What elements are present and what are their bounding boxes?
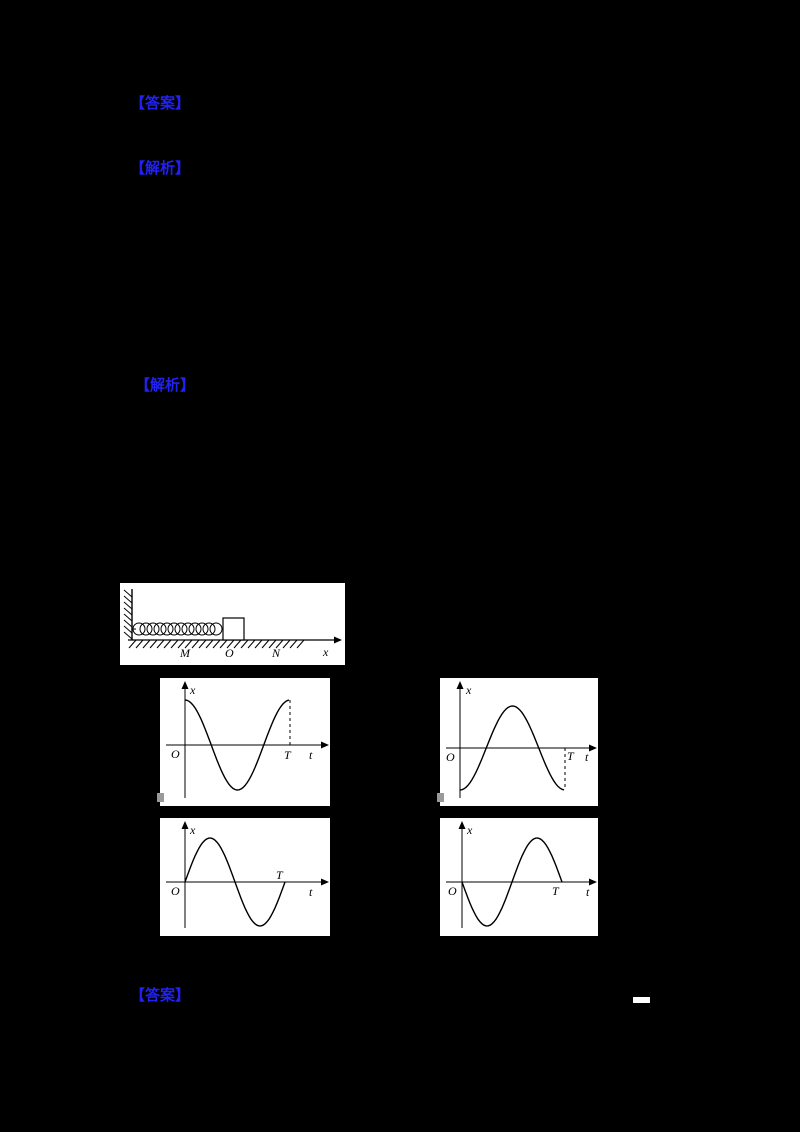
white-dash-mark <box>633 997 650 1003</box>
scan-artifact-dot <box>157 793 164 802</box>
svg-text:t: t <box>586 885 590 899</box>
displacement-time-graph-sin: x O Tt <box>166 821 329 928</box>
svg-text:x: x <box>189 823 196 837</box>
svg-text:x: x <box>465 683 472 697</box>
svg-text:x: x <box>322 645 329 659</box>
svg-text:t: t <box>309 748 313 762</box>
svg-text:O: O <box>225 646 234 660</box>
svg-text:t: t <box>309 885 313 899</box>
blue-tag-3: 【解析】 <box>135 376 196 394</box>
scan-artifact-dot <box>437 793 444 802</box>
svg-text:N: N <box>271 646 281 660</box>
svg-text:O: O <box>448 884 457 898</box>
svg-text:O: O <box>171 884 180 898</box>
svg-text:x: x <box>466 823 473 837</box>
blue-tag-2: 【解析】 <box>130 159 191 177</box>
svg-text:O: O <box>171 747 180 761</box>
blue-tag-4: 【答案】 <box>130 986 191 1004</box>
svg-text:T: T <box>567 749 575 763</box>
blue-tag-1: 【答案】 <box>130 94 191 112</box>
svg-text:t: t <box>585 750 589 764</box>
svg-text:M: M <box>179 646 191 660</box>
svg-text:O: O <box>446 750 455 764</box>
svg-text:T: T <box>284 748 292 762</box>
svg-text:x: x <box>189 683 196 697</box>
svg-text:T: T <box>276 868 284 882</box>
svg-text:T: T <box>552 884 560 898</box>
